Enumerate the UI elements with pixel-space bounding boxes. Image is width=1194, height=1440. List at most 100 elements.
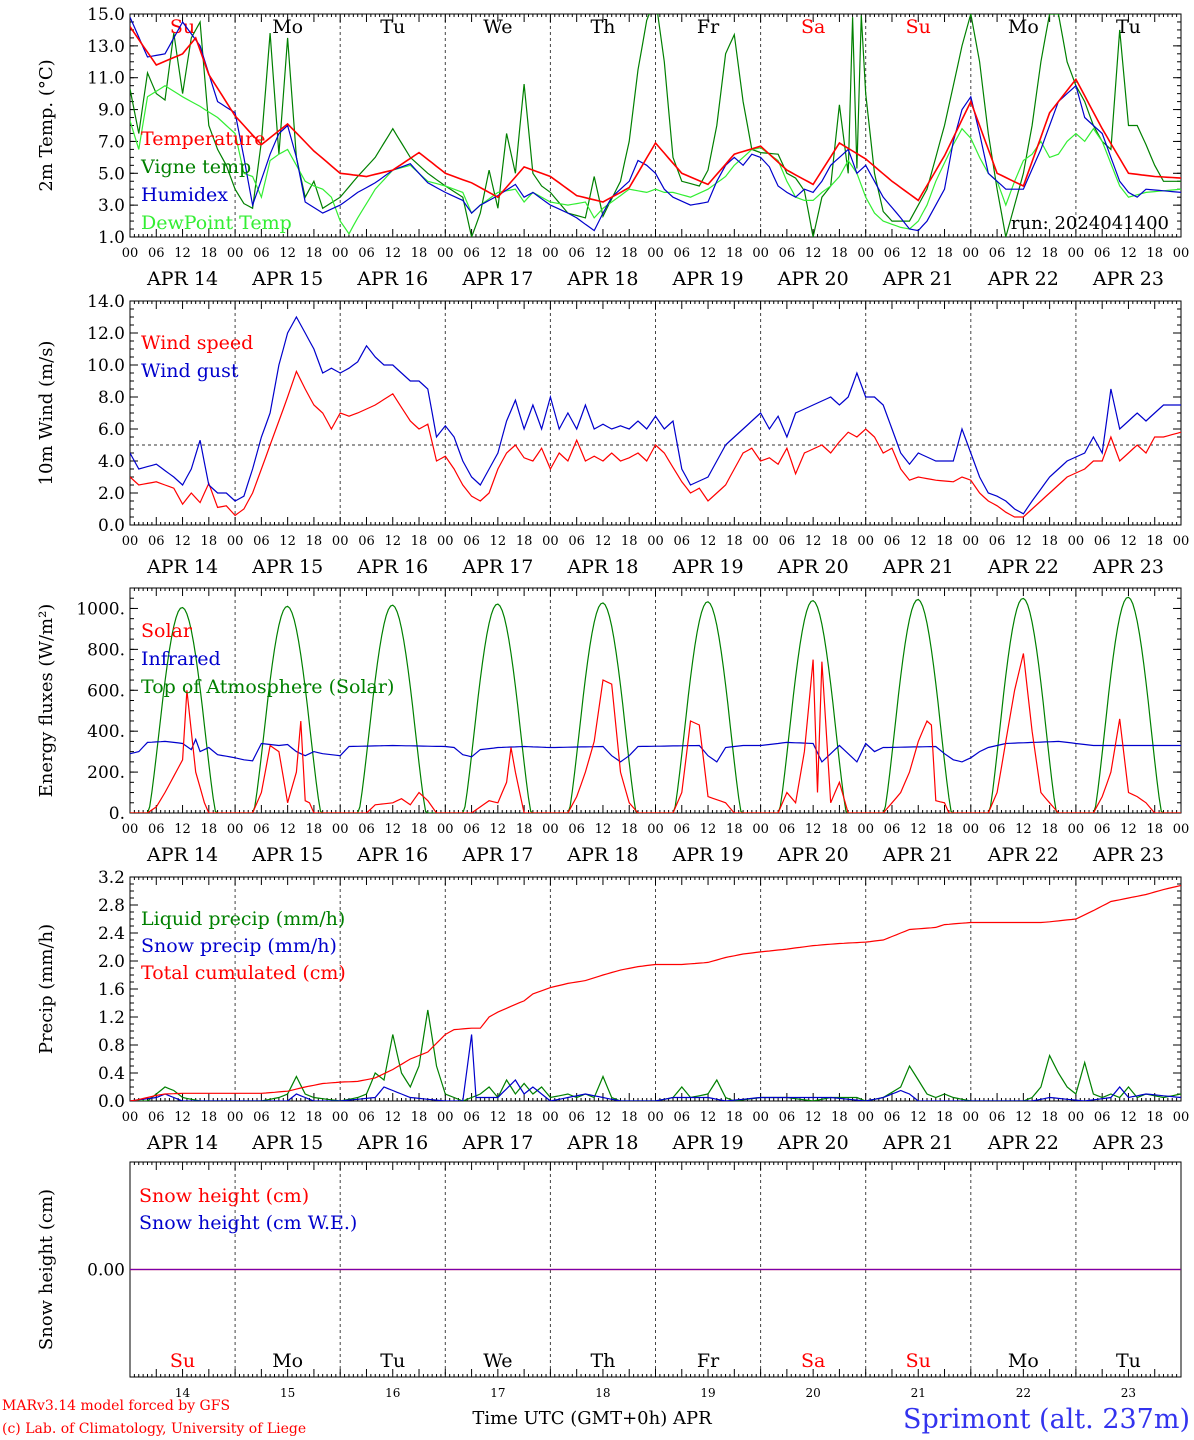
y-tick-label: 1000. bbox=[76, 599, 125, 619]
hour-tick-label: 18 bbox=[936, 1110, 953, 1125]
series-group bbox=[130, 596, 1181, 813]
series-line-wind-gust bbox=[130, 315, 1181, 515]
hour-tick-label: 00 bbox=[122, 534, 139, 549]
hour-tick-label: 18 bbox=[1146, 246, 1163, 261]
y-axis-title: 10m Wind (m/s) bbox=[36, 341, 57, 486]
hour-tick-label: 12 bbox=[1120, 822, 1137, 837]
hour-tick-label: 06 bbox=[253, 534, 270, 549]
legend-entry: Snow precip (mm/h) bbox=[141, 935, 337, 957]
hour-tick-label: 18 bbox=[726, 1110, 743, 1125]
hour-tick-label: 18 bbox=[201, 822, 218, 837]
day-number: 22 bbox=[1016, 1386, 1031, 1400]
hour-tick-label: 18 bbox=[201, 534, 218, 549]
hour-tick-label: 18 bbox=[411, 1110, 428, 1125]
hour-tick-label: 00 bbox=[857, 534, 874, 549]
hour-tick-label: 00 bbox=[963, 1110, 980, 1125]
date-label: APR 19 bbox=[672, 268, 744, 290]
hour-tick-label: 12 bbox=[174, 534, 191, 549]
hour-tick-label: 06 bbox=[253, 246, 270, 261]
hour-tick-label: 18 bbox=[201, 246, 218, 261]
hour-tick-label: 12 bbox=[910, 822, 927, 837]
legend-entry: Temperature bbox=[141, 128, 265, 150]
hour-tick-label: 18 bbox=[516, 534, 533, 549]
credit-model: MARv3.14 model forced by GFS bbox=[2, 1398, 230, 1414]
hour-tick-label: 06 bbox=[358, 1110, 375, 1125]
hour-tick-label: 06 bbox=[148, 246, 165, 261]
hour-tick-label: 18 bbox=[516, 1110, 533, 1125]
hour-tick-label: 00 bbox=[122, 1110, 139, 1125]
hour-tick-label: 00 bbox=[1173, 246, 1190, 261]
legend-entry: DewPoint Temp bbox=[141, 212, 292, 234]
hour-tick-label: 00 bbox=[963, 822, 980, 837]
day-number: 21 bbox=[911, 1386, 926, 1400]
hour-tick-label: 18 bbox=[726, 246, 743, 261]
hour-tick-label: 00 bbox=[332, 822, 349, 837]
date-label: APR 17 bbox=[461, 1132, 533, 1154]
series-line-dewpoint-temp bbox=[130, 84, 1181, 235]
hour-tick-label: 06 bbox=[568, 534, 585, 549]
hour-tick-label: 06 bbox=[674, 1110, 691, 1125]
hour-tick-label: 06 bbox=[779, 246, 796, 261]
hour-tick-label: 12 bbox=[910, 1110, 927, 1125]
hour-tick-label: 12 bbox=[1120, 534, 1137, 549]
series-line-solar bbox=[130, 653, 1181, 813]
date-label: APR 23 bbox=[1092, 1132, 1164, 1154]
hour-tick-label: 06 bbox=[989, 246, 1006, 261]
legend-entry: Solar bbox=[141, 620, 193, 642]
day-number: 19 bbox=[700, 1386, 715, 1400]
y-tick-label: 0.0 bbox=[98, 1092, 125, 1112]
y-tick-label: 2.4 bbox=[98, 924, 125, 944]
date-label: APR 18 bbox=[566, 844, 638, 866]
hour-tick-label: 12 bbox=[1015, 246, 1032, 261]
hour-tick-label: 00 bbox=[332, 246, 349, 261]
hour-tick-label: 06 bbox=[779, 1110, 796, 1125]
hour-tick-label: 18 bbox=[306, 1110, 323, 1125]
hour-tick-label: 18 bbox=[1146, 534, 1163, 549]
hour-tick-label: 12 bbox=[1120, 246, 1137, 261]
legend-entry: Wind gust bbox=[141, 360, 239, 382]
hour-tick-label: 06 bbox=[1094, 246, 1111, 261]
y-axis-title: 2m Temp. (°C) bbox=[36, 59, 57, 191]
day-name: We bbox=[483, 1350, 512, 1372]
hour-tick-label: 00 bbox=[752, 1110, 769, 1125]
hour-tick-label: 00 bbox=[857, 822, 874, 837]
date-label: APR 16 bbox=[356, 556, 428, 578]
hour-tick-label: 18 bbox=[1041, 534, 1058, 549]
day-name: Tu bbox=[380, 16, 405, 38]
hour-tick-label: 00 bbox=[332, 1110, 349, 1125]
y-axis-title: Snow height (cm) bbox=[36, 1189, 57, 1350]
hour-tick-label: 12 bbox=[279, 534, 296, 549]
hour-tick-label: 00 bbox=[332, 534, 349, 549]
y-tick-label: 14.0 bbox=[87, 292, 125, 312]
hour-tick-label: 00 bbox=[1068, 246, 1085, 261]
day-name: Tu bbox=[1116, 1350, 1141, 1372]
hour-tick-label: 18 bbox=[306, 534, 323, 549]
hour-tick-label: 18 bbox=[306, 246, 323, 261]
day-name: Mo bbox=[272, 1350, 303, 1372]
hour-tick-label: 18 bbox=[831, 246, 848, 261]
date-label: APR 21 bbox=[882, 268, 954, 290]
series-line-total-cumulated-cm- bbox=[130, 884, 1181, 1101]
y-tick-label: 200. bbox=[87, 763, 125, 783]
hour-tick-label: 06 bbox=[148, 822, 165, 837]
hour-tick-label: 12 bbox=[595, 1110, 612, 1125]
hour-tick-label: 12 bbox=[279, 822, 296, 837]
series-group bbox=[130, 315, 1181, 518]
hour-tick-label: 18 bbox=[726, 534, 743, 549]
series-group bbox=[130, 884, 1181, 1101]
day-name: Th bbox=[590, 16, 615, 38]
hour-tick-label: 00 bbox=[857, 1110, 874, 1125]
hour-tick-label: 06 bbox=[463, 246, 480, 261]
hour-tick-label: 00 bbox=[647, 534, 664, 549]
hour-tick-label: 00 bbox=[647, 246, 664, 261]
hour-tick-label: 00 bbox=[227, 534, 244, 549]
y-tick-label: 10.0 bbox=[87, 356, 125, 376]
date-label: APR 18 bbox=[566, 1132, 638, 1154]
hour-tick-label: 18 bbox=[411, 822, 428, 837]
date-label: APR 16 bbox=[356, 844, 428, 866]
date-label: APR 16 bbox=[356, 268, 428, 290]
hour-tick-label: 00 bbox=[437, 822, 454, 837]
hour-tick-label: 00 bbox=[437, 246, 454, 261]
hour-tick-label: 06 bbox=[358, 534, 375, 549]
